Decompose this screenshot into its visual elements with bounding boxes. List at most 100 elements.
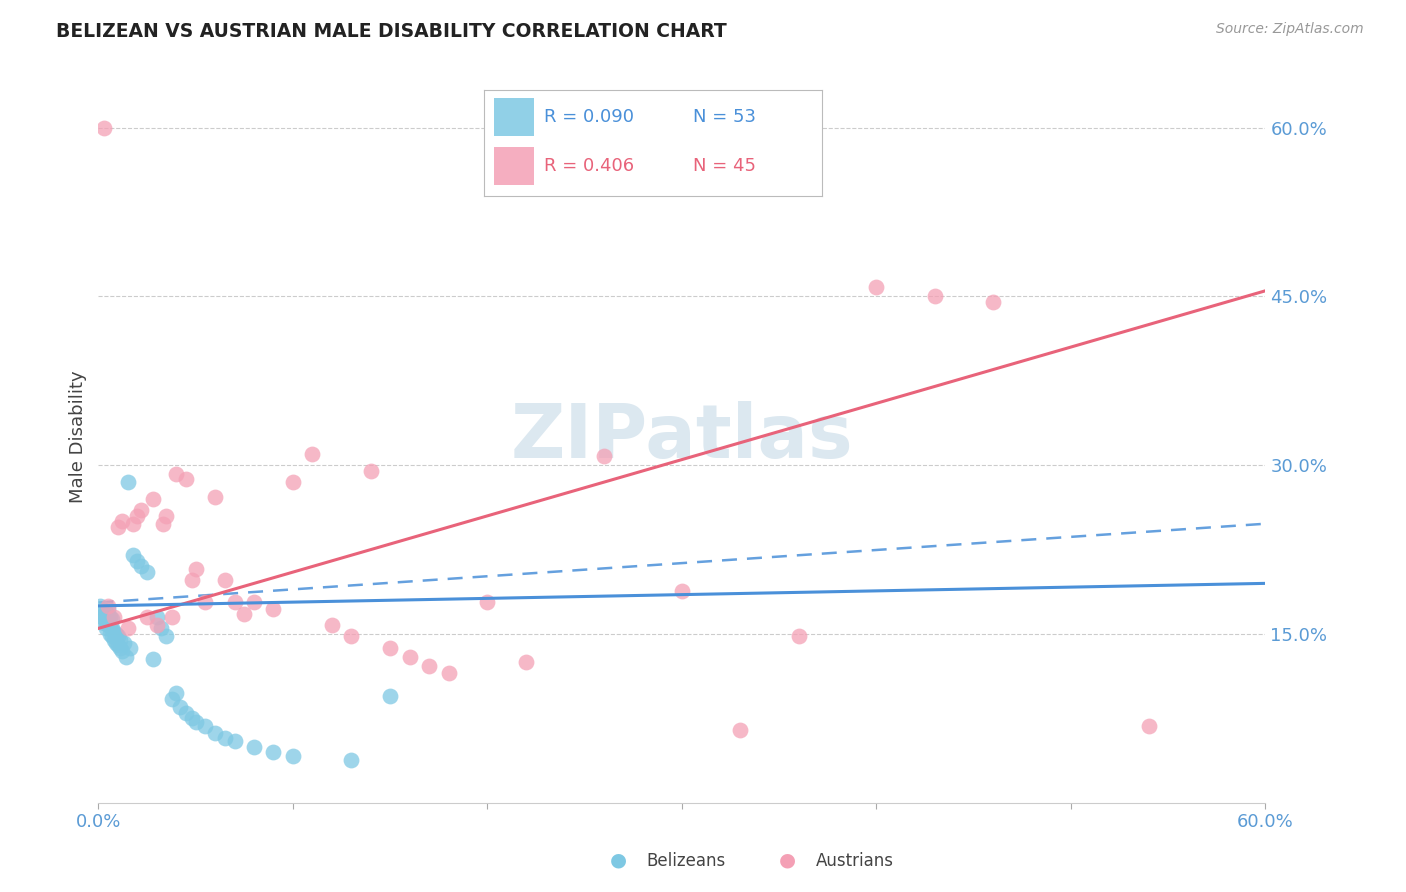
Point bbox=[107, 638, 129, 652]
Point bbox=[340, 629, 363, 643]
Point bbox=[111, 644, 134, 658]
Point bbox=[117, 621, 139, 635]
Point bbox=[118, 640, 141, 655]
Point bbox=[180, 711, 202, 725]
Point bbox=[162, 692, 184, 706]
Text: Source: ZipAtlas.com: Source: ZipAtlas.com bbox=[1216, 22, 1364, 37]
Point bbox=[224, 595, 246, 609]
Point bbox=[103, 624, 125, 639]
Point bbox=[981, 295, 1004, 310]
Point bbox=[127, 508, 149, 523]
Point bbox=[437, 666, 460, 681]
Point bbox=[97, 602, 120, 616]
Point bbox=[194, 595, 217, 609]
Point bbox=[169, 700, 191, 714]
Text: Austrians: Austrians bbox=[815, 852, 893, 870]
Point bbox=[93, 615, 115, 630]
Point bbox=[671, 584, 693, 599]
Point bbox=[117, 475, 139, 489]
Point bbox=[593, 449, 616, 463]
Point bbox=[155, 508, 177, 523]
Point bbox=[107, 520, 129, 534]
Point bbox=[108, 640, 131, 655]
Point bbox=[112, 636, 135, 650]
Point bbox=[89, 599, 111, 613]
Point bbox=[136, 610, 159, 624]
Text: ●: ● bbox=[779, 851, 796, 870]
Point bbox=[104, 636, 127, 650]
Point bbox=[111, 515, 134, 529]
Point bbox=[301, 447, 323, 461]
Point bbox=[93, 607, 115, 621]
Point bbox=[321, 618, 343, 632]
Point bbox=[129, 559, 152, 574]
Point bbox=[98, 618, 121, 632]
Point bbox=[214, 573, 236, 587]
Point bbox=[262, 745, 284, 759]
Point bbox=[104, 627, 127, 641]
Point bbox=[224, 734, 246, 748]
Point bbox=[243, 739, 266, 754]
Point bbox=[103, 610, 125, 624]
Point bbox=[214, 731, 236, 745]
Point bbox=[146, 618, 169, 632]
Point bbox=[204, 490, 226, 504]
Point bbox=[97, 599, 120, 613]
Point bbox=[96, 605, 118, 619]
Point bbox=[184, 562, 207, 576]
Point bbox=[730, 723, 752, 737]
Point bbox=[103, 632, 125, 647]
Point bbox=[233, 607, 256, 621]
Point bbox=[122, 516, 145, 531]
Y-axis label: Male Disability: Male Disability bbox=[69, 371, 87, 503]
Point bbox=[108, 632, 131, 647]
Point bbox=[194, 719, 217, 733]
Point bbox=[378, 689, 402, 703]
Point bbox=[180, 573, 202, 587]
Text: Belizeans: Belizeans bbox=[647, 852, 725, 870]
Point bbox=[114, 649, 136, 664]
Point bbox=[174, 706, 197, 720]
Point bbox=[515, 655, 537, 669]
Point bbox=[477, 595, 499, 609]
Point bbox=[787, 629, 810, 643]
Text: ZIPatlas: ZIPatlas bbox=[510, 401, 853, 474]
Point bbox=[418, 658, 440, 673]
Point bbox=[93, 120, 115, 135]
Point bbox=[101, 621, 124, 635]
Point bbox=[91, 605, 114, 619]
Point bbox=[165, 467, 187, 482]
Point bbox=[360, 464, 382, 478]
Point bbox=[97, 618, 120, 632]
Point bbox=[865, 280, 887, 294]
Point bbox=[174, 472, 197, 486]
Text: BELIZEAN VS AUSTRIAN MALE DISABILITY CORRELATION CHART: BELIZEAN VS AUSTRIAN MALE DISABILITY COR… bbox=[56, 22, 727, 41]
Point bbox=[162, 610, 184, 624]
Point bbox=[136, 565, 159, 579]
Point bbox=[127, 554, 149, 568]
Point bbox=[129, 503, 152, 517]
Point bbox=[281, 475, 304, 489]
Point bbox=[122, 548, 145, 562]
Point bbox=[91, 610, 114, 624]
Point bbox=[924, 289, 946, 303]
Point bbox=[101, 612, 124, 626]
Point bbox=[340, 753, 363, 767]
Point bbox=[149, 621, 172, 635]
Point bbox=[378, 640, 402, 655]
Point bbox=[96, 621, 118, 635]
Point bbox=[107, 629, 129, 643]
Point bbox=[1137, 719, 1160, 733]
Point bbox=[146, 610, 169, 624]
Point bbox=[98, 610, 121, 624]
Point bbox=[262, 602, 284, 616]
Point bbox=[184, 714, 207, 729]
Point bbox=[97, 610, 120, 624]
Point bbox=[204, 726, 226, 740]
Point bbox=[96, 614, 118, 628]
Point bbox=[98, 627, 121, 641]
Point bbox=[155, 629, 177, 643]
Point bbox=[152, 516, 174, 531]
Point bbox=[165, 685, 187, 699]
Point bbox=[142, 491, 165, 506]
